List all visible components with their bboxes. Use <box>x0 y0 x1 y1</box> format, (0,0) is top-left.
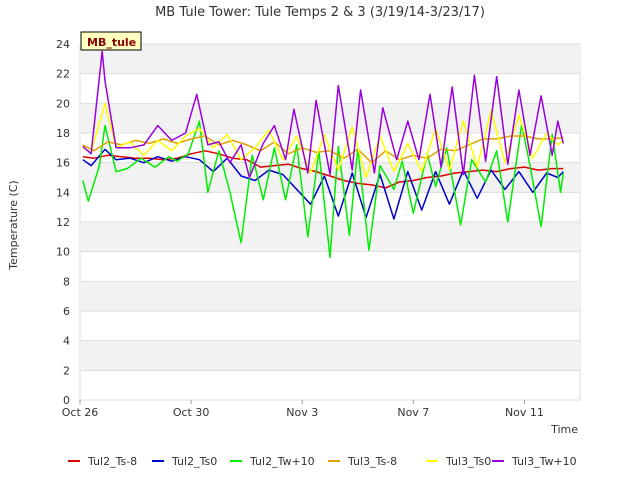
y-tick-label: 12 <box>56 216 70 229</box>
legend-label: Tul3_Ts0 <box>445 455 491 468</box>
x-tick-label: Nov 7 <box>397 406 429 419</box>
band <box>80 44 580 74</box>
series-line-tul2-ts0 <box>82 148 564 220</box>
x-axis-ticks: Oct 26 Oct 30 Nov 3 Nov 7 Nov 11 <box>62 400 544 419</box>
y-axis-label: Temperature (C) <box>7 180 20 270</box>
site-badge: MB_tule <box>80 31 142 51</box>
y-tick-label: 10 <box>56 246 70 259</box>
y-tick-label: 4 <box>63 335 70 348</box>
y-tick-label: 16 <box>56 157 70 170</box>
series-line-tul3-ts-8 <box>82 135 564 164</box>
y-tick-label: 18 <box>56 127 70 140</box>
x-tick-label: Oct 26 <box>62 406 99 419</box>
x-tick-label: Nov 11 <box>505 406 544 419</box>
legend: Tul2_Ts-8 Tul2_Ts0 Tul2_Tw+10 Tul3_Ts-8 Tul3… <box>68 455 577 468</box>
series-line-tul3-tw-10 <box>82 50 565 179</box>
y-tick-label: 8 <box>63 275 70 288</box>
y-tick-label: 14 <box>56 186 70 199</box>
band <box>80 281 580 311</box>
series-line-tul3-ts0 <box>82 102 564 179</box>
y-tick-label: 22 <box>56 68 70 81</box>
band <box>80 222 580 252</box>
y-tick-label: 6 <box>63 305 70 318</box>
legend-label: Tul2_Ts-8 <box>87 455 137 468</box>
chart-title: MB Tule Tower: Tule Temps 2 & 3 (3/19/14… <box>155 5 485 20</box>
legend-label: Tul2_Tw+10 <box>249 455 315 468</box>
x-tick-label: Oct 30 <box>173 406 210 419</box>
legend-label: Tul3_Tw+10 <box>511 455 577 468</box>
band <box>80 340 580 371</box>
y-tick-label: 24 <box>56 38 70 51</box>
y-tick-label: 20 <box>56 97 70 110</box>
y-tick-label: 2 <box>63 364 70 377</box>
y-tick-label: 0 <box>63 394 70 407</box>
series-lines <box>82 50 565 259</box>
legend-label: Tul2_Ts0 <box>171 455 217 468</box>
band <box>80 103 580 133</box>
x-axis-label: Time <box>550 423 578 436</box>
x-tick-label: Nov 3 <box>286 406 318 419</box>
legend-label: Tul3_Ts-8 <box>347 455 397 468</box>
site-badge-label: MB_tule <box>87 36 136 49</box>
series-line-tul2-ts-8 <box>82 150 564 189</box>
gridlines <box>80 43 580 401</box>
series-line-tul2-tw-10 <box>82 120 565 259</box>
site-badge-box <box>80 31 142 51</box>
